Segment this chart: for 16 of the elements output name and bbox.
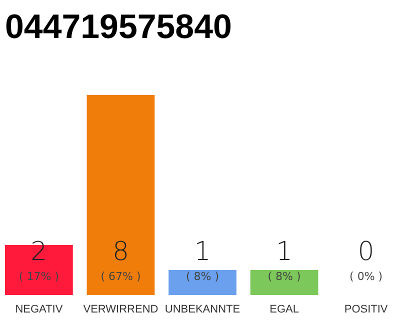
x-tick-label: EGAL (270, 304, 299, 316)
x-tick-label: NEGATIV (15, 304, 64, 316)
x-tick-label: UNBEKANNTE (164, 304, 240, 316)
data-label: 8 (112, 237, 129, 267)
data-label: 1 (276, 237, 293, 267)
annotation: ( 67% ) (100, 270, 141, 283)
x-tick-label: POSITIV (344, 304, 388, 316)
data-label: 2 (30, 237, 48, 267)
annotation: ( 8% ) (268, 270, 301, 283)
x-tick-label: VERWIRREND (83, 304, 158, 316)
data-label: 1 (194, 237, 211, 267)
annotation: ( 0% ) (350, 270, 383, 283)
chart-title: 044719575840 (5, 8, 232, 46)
annotation: ( 17% ) (18, 270, 59, 283)
annotation: ( 8% ) (186, 270, 220, 283)
data-label: 0 (358, 237, 374, 267)
